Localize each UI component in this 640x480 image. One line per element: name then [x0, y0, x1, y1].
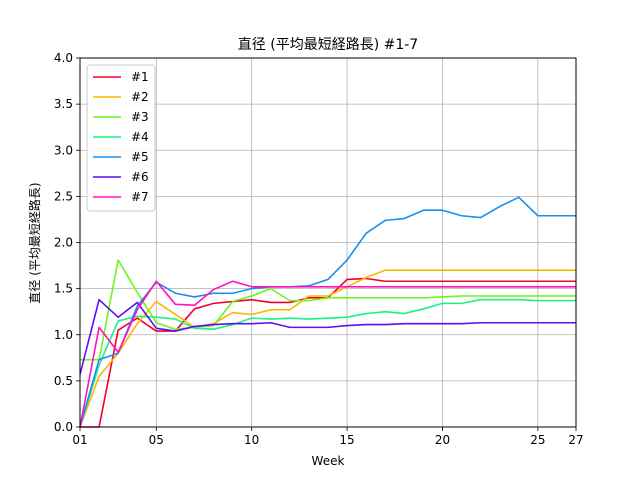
series-line-7 — [79, 280, 576, 428]
y-tick-label: 2.5 — [54, 189, 73, 203]
x-axis-ticks: 01 05 10 15 20 25 27 — [72, 427, 584, 447]
x-tick-label: 01 — [72, 433, 87, 447]
x-tick-label: 05 — [149, 433, 164, 447]
y-tick-label: 1.5 — [54, 282, 73, 296]
y-tick-label: 3.0 — [54, 143, 73, 157]
legend-label: #7 — [131, 190, 149, 204]
x-axis-label: Week — [312, 454, 345, 468]
legend-label: #5 — [131, 150, 149, 164]
series-line-2 — [79, 269, 576, 428]
legend-label: #3 — [131, 110, 149, 124]
series-line-4 — [79, 298, 576, 428]
y-axis-ticks: 0.0 0.5 1.0 1.5 2.0 2.5 3.0 3.5 4.0 — [54, 51, 80, 434]
y-tick-label: 1.0 — [54, 328, 73, 342]
legend-label: #1 — [131, 70, 149, 84]
x-tick-label: 25 — [530, 433, 545, 447]
y-tick-label: 4.0 — [54, 51, 73, 65]
y-tick-label: 0.0 — [54, 420, 73, 434]
legend-box — [86, 64, 156, 212]
y-axis-label: 直径 (平均最短経路長) — [27, 182, 42, 303]
legend-label: #4 — [131, 130, 149, 144]
series-lines — [79, 196, 576, 428]
x-tick-label: 27 — [568, 433, 583, 447]
x-tick-label: 20 — [435, 433, 450, 447]
chart-title: 直径 (平均最短経路長) #1-7 — [238, 36, 418, 53]
series-line-3 — [80, 259, 576, 361]
legend-label: #6 — [131, 170, 149, 184]
legend: #1 #2 #3 #4 #5 #6 #7 — [86, 64, 156, 212]
y-tick-label: 2.0 — [54, 236, 73, 250]
y-tick-label: 0.5 — [54, 374, 73, 388]
x-tick-label: 15 — [339, 433, 354, 447]
y-tick-label: 3.5 — [54, 97, 73, 111]
series-line-6 — [79, 298, 576, 375]
series-line-5 — [79, 196, 576, 428]
x-tick-label: 10 — [244, 433, 259, 447]
legend-label: #2 — [131, 90, 149, 104]
